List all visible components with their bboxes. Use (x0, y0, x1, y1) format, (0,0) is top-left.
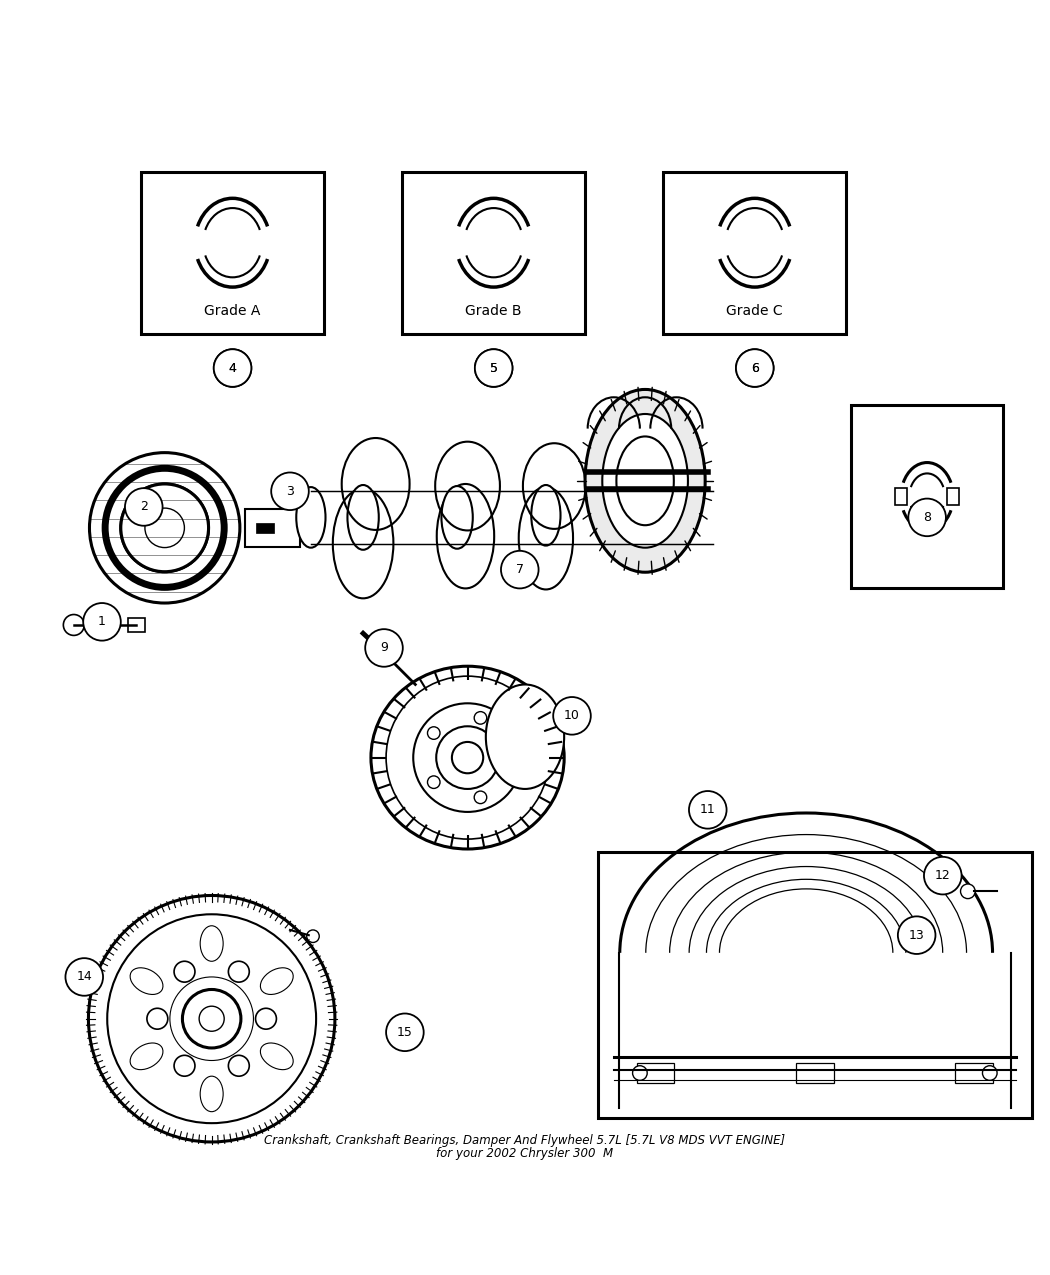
Ellipse shape (201, 1076, 224, 1112)
Bar (598, 852, 1031, 1118)
Circle shape (452, 742, 483, 773)
Text: 15: 15 (397, 1026, 413, 1039)
Circle shape (436, 727, 499, 789)
Bar (796, 1062, 834, 1084)
Ellipse shape (348, 484, 379, 550)
Text: 12: 12 (934, 870, 950, 882)
Circle shape (983, 1066, 998, 1080)
Circle shape (386, 1014, 424, 1051)
Circle shape (475, 790, 487, 803)
Text: 9: 9 (380, 641, 387, 654)
Bar (947, 488, 960, 505)
Circle shape (553, 697, 591, 734)
Text: 6: 6 (751, 362, 759, 375)
Circle shape (200, 1006, 225, 1031)
Circle shape (475, 349, 512, 386)
Text: 4: 4 (229, 362, 236, 375)
Bar (664, 172, 846, 334)
Bar (636, 1062, 674, 1084)
Text: 10: 10 (564, 709, 580, 723)
Circle shape (83, 603, 121, 640)
Ellipse shape (333, 488, 394, 598)
Text: Grade B: Grade B (465, 305, 522, 317)
Text: 7: 7 (516, 564, 524, 576)
Text: Grade C: Grade C (727, 305, 783, 317)
Ellipse shape (201, 926, 224, 961)
Text: 3: 3 (286, 484, 294, 497)
Ellipse shape (437, 484, 495, 588)
Text: 13: 13 (909, 928, 925, 942)
Circle shape (501, 551, 539, 588)
Text: Crankshaft, Crankshaft Bearings, Damper And Flywheel 5.7L [5.7L V8 MDS VVT ENGIN: Crankshaft, Crankshaft Bearings, Damper … (265, 1135, 785, 1148)
Circle shape (736, 349, 774, 386)
Circle shape (414, 704, 522, 812)
Bar (895, 488, 907, 505)
Circle shape (924, 857, 962, 895)
Circle shape (365, 629, 403, 667)
Ellipse shape (130, 968, 163, 994)
Bar (255, 523, 274, 533)
Circle shape (503, 751, 516, 764)
Ellipse shape (486, 685, 564, 789)
Circle shape (63, 615, 84, 635)
Circle shape (961, 884, 975, 899)
Ellipse shape (260, 1043, 293, 1070)
Ellipse shape (130, 1043, 163, 1070)
Ellipse shape (603, 414, 688, 548)
Text: 2: 2 (140, 501, 148, 514)
Circle shape (475, 349, 512, 386)
Circle shape (898, 917, 936, 954)
Bar (852, 405, 1003, 588)
Circle shape (229, 1056, 249, 1076)
Circle shape (736, 349, 774, 386)
Circle shape (427, 727, 440, 739)
Bar (245, 509, 300, 547)
Circle shape (689, 790, 727, 829)
Circle shape (427, 776, 440, 788)
Circle shape (214, 349, 251, 386)
Circle shape (125, 488, 163, 525)
Circle shape (147, 1009, 168, 1029)
Text: 4: 4 (229, 362, 236, 375)
Ellipse shape (296, 487, 326, 548)
Ellipse shape (585, 389, 706, 572)
Circle shape (121, 484, 209, 571)
Ellipse shape (441, 486, 472, 548)
Circle shape (475, 711, 487, 724)
Text: 5: 5 (489, 362, 498, 375)
Text: Grade A: Grade A (205, 305, 260, 317)
Circle shape (65, 958, 103, 996)
Ellipse shape (616, 436, 674, 525)
Circle shape (183, 989, 240, 1048)
Text: 8: 8 (923, 511, 931, 524)
Text: 14: 14 (77, 970, 92, 983)
Circle shape (229, 961, 249, 982)
Ellipse shape (519, 487, 573, 589)
Text: for your 2002 Chrysler 300  M: for your 2002 Chrysler 300 M (437, 1146, 613, 1160)
Bar (141, 172, 324, 334)
Circle shape (255, 1009, 276, 1029)
Text: 6: 6 (751, 362, 759, 375)
Circle shape (271, 473, 309, 510)
Ellipse shape (371, 667, 564, 849)
Circle shape (145, 509, 185, 547)
Circle shape (107, 914, 316, 1123)
Bar (402, 172, 585, 334)
Bar (128, 617, 145, 632)
Text: 1: 1 (98, 616, 106, 629)
Circle shape (632, 1066, 647, 1080)
Text: 11: 11 (700, 803, 716, 816)
Circle shape (307, 929, 319, 942)
Circle shape (214, 349, 251, 386)
Circle shape (908, 499, 946, 537)
Circle shape (174, 1056, 195, 1076)
Ellipse shape (531, 484, 561, 546)
Ellipse shape (260, 968, 293, 994)
Circle shape (174, 961, 195, 982)
Bar (956, 1062, 993, 1084)
Text: 5: 5 (489, 362, 498, 375)
